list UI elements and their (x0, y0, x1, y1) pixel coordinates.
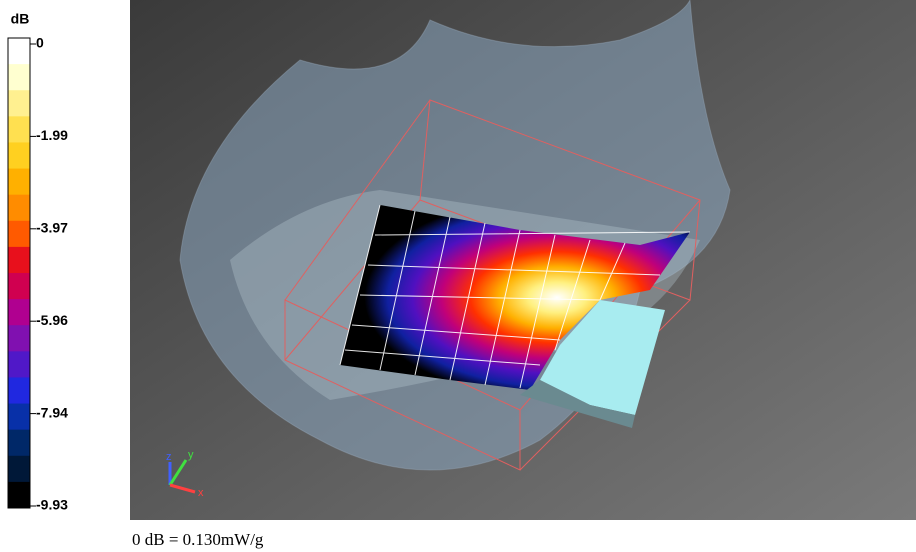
color-band (8, 403, 30, 431)
axis-label: x (198, 487, 204, 499)
colorbar-ticks: 0 -1.99 -3.97 -5.96 -7.94 -9.93 (30, 35, 68, 513)
color-band (8, 38, 30, 65)
color-band (8, 142, 30, 170)
axis-triad: z y x (166, 449, 204, 499)
tick-label: -1.99 (36, 127, 68, 143)
tick-label: -3.97 (36, 220, 68, 236)
axis-label: y (188, 449, 194, 461)
color-band (8, 325, 30, 352)
tick-label: -7.94 (36, 404, 68, 420)
sar-grid (339, 204, 691, 389)
tick-label: -5.96 (36, 312, 68, 328)
color-band (8, 246, 30, 274)
colorbar-frame (7, 37, 31, 509)
color-band (8, 220, 30, 248)
tick-label: 0 (36, 35, 44, 51)
tick-label: -9.93 (36, 497, 68, 513)
axis-label: z (166, 451, 172, 463)
probe-block-side (520, 380, 635, 428)
color-band (8, 481, 30, 509)
color-band (8, 429, 30, 457)
probe-block (540, 300, 665, 415)
color-band (8, 194, 30, 222)
caption: 0 dB = 0.130mW/g (132, 530, 264, 549)
color-band (8, 377, 30, 405)
color-band (8, 64, 30, 91)
color-band (8, 455, 30, 483)
color-band (8, 273, 30, 300)
color-band (8, 90, 30, 117)
color-band (8, 116, 30, 143)
colorbar-unit: dB (11, 11, 30, 27)
color-band (8, 299, 30, 326)
color-band (8, 351, 30, 378)
color-band (8, 168, 30, 196)
colorbar (7, 37, 31, 509)
sar-surface (340, 205, 690, 390)
